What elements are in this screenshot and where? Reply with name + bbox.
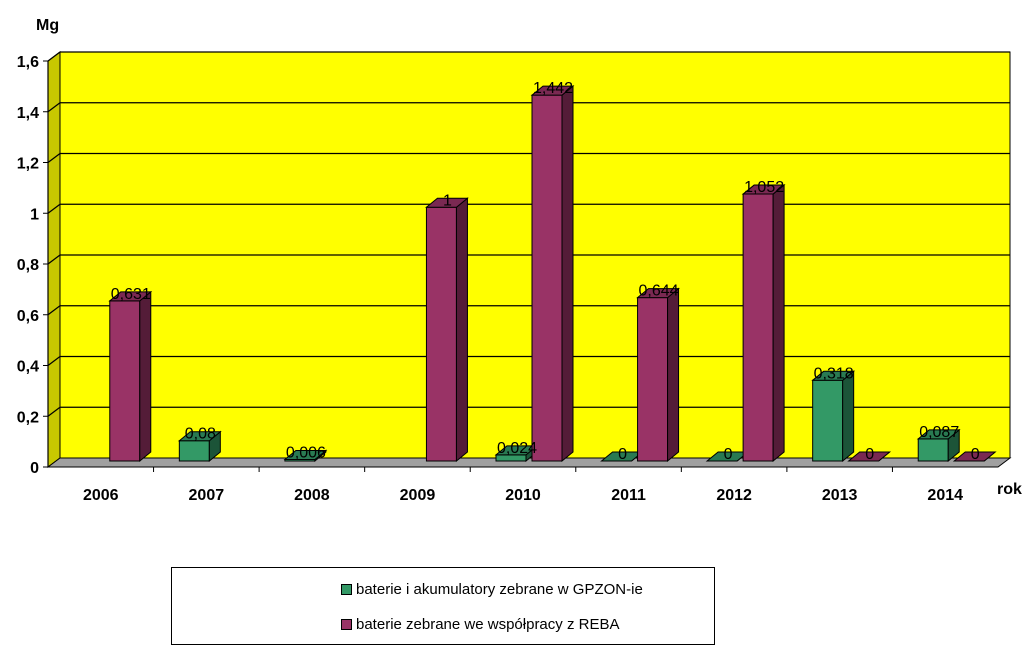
legend-item-reba: baterie zebrane we współpracy z REBA	[341, 616, 619, 633]
bar	[916, 428, 961, 463]
bar-front	[742, 193, 774, 462]
data-label: 0,024	[497, 440, 537, 457]
bar-side	[139, 290, 152, 463]
data-label: 0,644	[639, 283, 679, 300]
data-labels: 0,08 0,006 0,024 0 0 0,318 0,087 0,631 1 1,442 0,6…	[111, 80, 980, 463]
x-tick-label: 2013	[822, 487, 858, 504]
gridline-side	[47, 406, 61, 417]
bar-front	[178, 440, 210, 462]
data-label: 0,087	[919, 424, 959, 441]
bar-top	[636, 288, 680, 299]
bar-chart: 0,08 0,006 0,024 0 0 0,318 0,087 0,631 1 1,442 0,6…	[17, 17, 1022, 504]
legend-swatch-reba	[341, 619, 352, 630]
bar	[847, 451, 892, 462]
x-tick-label: 2007	[189, 487, 225, 504]
bar	[283, 449, 328, 463]
bar	[741, 183, 786, 463]
legend-label-reba: baterie zebrane we współpracy z REBA	[356, 616, 620, 633]
data-label: 0,631	[111, 286, 151, 303]
bar	[177, 430, 222, 463]
bar-top	[108, 291, 153, 302]
bar	[108, 290, 153, 463]
bar-front	[109, 300, 141, 462]
data-label: 0	[865, 446, 874, 463]
data-label: 0	[724, 446, 733, 463]
bar-top	[952, 451, 997, 462]
bar	[425, 197, 469, 463]
bar-side	[842, 370, 855, 463]
x-tick-label: 2009	[400, 487, 436, 504]
bar-top	[741, 184, 786, 195]
data-label: 0,08	[185, 426, 216, 443]
data-label: 1	[443, 192, 452, 209]
y-tick-label: 0,6	[17, 308, 39, 325]
x-tick-label: 2011	[611, 487, 646, 504]
bar	[952, 451, 997, 462]
y-tick-label: 1	[30, 206, 39, 223]
data-label: 1,052	[744, 179, 784, 196]
gridline-side	[47, 102, 61, 113]
x-axis-ticks: 2006 2007 2008 2009 2010 2011 2012 2013 2014	[83, 467, 963, 504]
y-tick-label: 0,4	[17, 359, 39, 376]
y-tick-label: 0	[30, 460, 39, 477]
bar-side	[667, 287, 680, 463]
gridline-side	[47, 254, 61, 265]
gridline-side	[47, 305, 61, 316]
y-tick-label: 1,4	[17, 105, 39, 122]
bar-top	[530, 85, 575, 96]
data-label: 1,442	[533, 80, 573, 97]
bar-front	[637, 297, 669, 462]
bar-top	[811, 370, 856, 381]
legend: baterie i akumulatory zebrane w GPZON-ie…	[171, 567, 715, 645]
data-label: 0,318	[814, 365, 854, 382]
bar-front	[425, 206, 457, 462]
bars	[108, 85, 997, 463]
legend-label-gpzon: baterie i akumulatory zebrane w GPZON-ie	[356, 581, 643, 598]
bar-top	[425, 197, 469, 208]
legend-item-gpzon: baterie i akumulatory zebrane w GPZON-ie	[341, 581, 643, 598]
gridline-side	[47, 356, 61, 366]
y-tick-label: 0,2	[17, 409, 39, 426]
bar	[530, 85, 575, 463]
y-axis-title: Mg	[36, 17, 59, 34]
x-tick-label: 2008	[294, 487, 330, 504]
bar-side	[455, 197, 468, 463]
y-tick-label: 1,6	[17, 54, 39, 71]
bar-front	[812, 379, 844, 462]
gridline-side	[47, 153, 61, 163]
bar	[494, 444, 539, 463]
bar-side	[772, 183, 785, 463]
data-label: 0	[971, 446, 980, 463]
x-tick-label: 2006	[83, 487, 119, 504]
x-tick-label: 2012	[716, 487, 752, 504]
bar-top	[177, 431, 222, 442]
data-label: 0,006	[286, 444, 326, 461]
plot-area	[46, 51, 1012, 468]
x-tick-label: 2014	[927, 487, 963, 504]
bar-front	[917, 438, 949, 462]
gridline-side	[47, 51, 61, 62]
x-axis-title: rok	[997, 481, 1022, 498]
bar-top	[283, 449, 328, 460]
bar-side	[561, 85, 574, 463]
y-axis-ticks: 0 0,2 0,4 0,6 0,8 1 1,2 1,4 1,6	[17, 54, 49, 477]
bar	[811, 370, 856, 463]
legend-swatch-gpzon	[341, 584, 352, 595]
bar-top	[916, 429, 961, 440]
x-tick-label: 2010	[505, 487, 541, 504]
gridline-side	[47, 203, 61, 214]
y-tick-label: 1,2	[17, 156, 39, 173]
y-tick-label: 0,8	[17, 257, 39, 274]
bar-front	[531, 94, 563, 462]
data-label: 0	[618, 446, 627, 463]
bar-top	[847, 451, 892, 462]
bar	[636, 287, 680, 463]
